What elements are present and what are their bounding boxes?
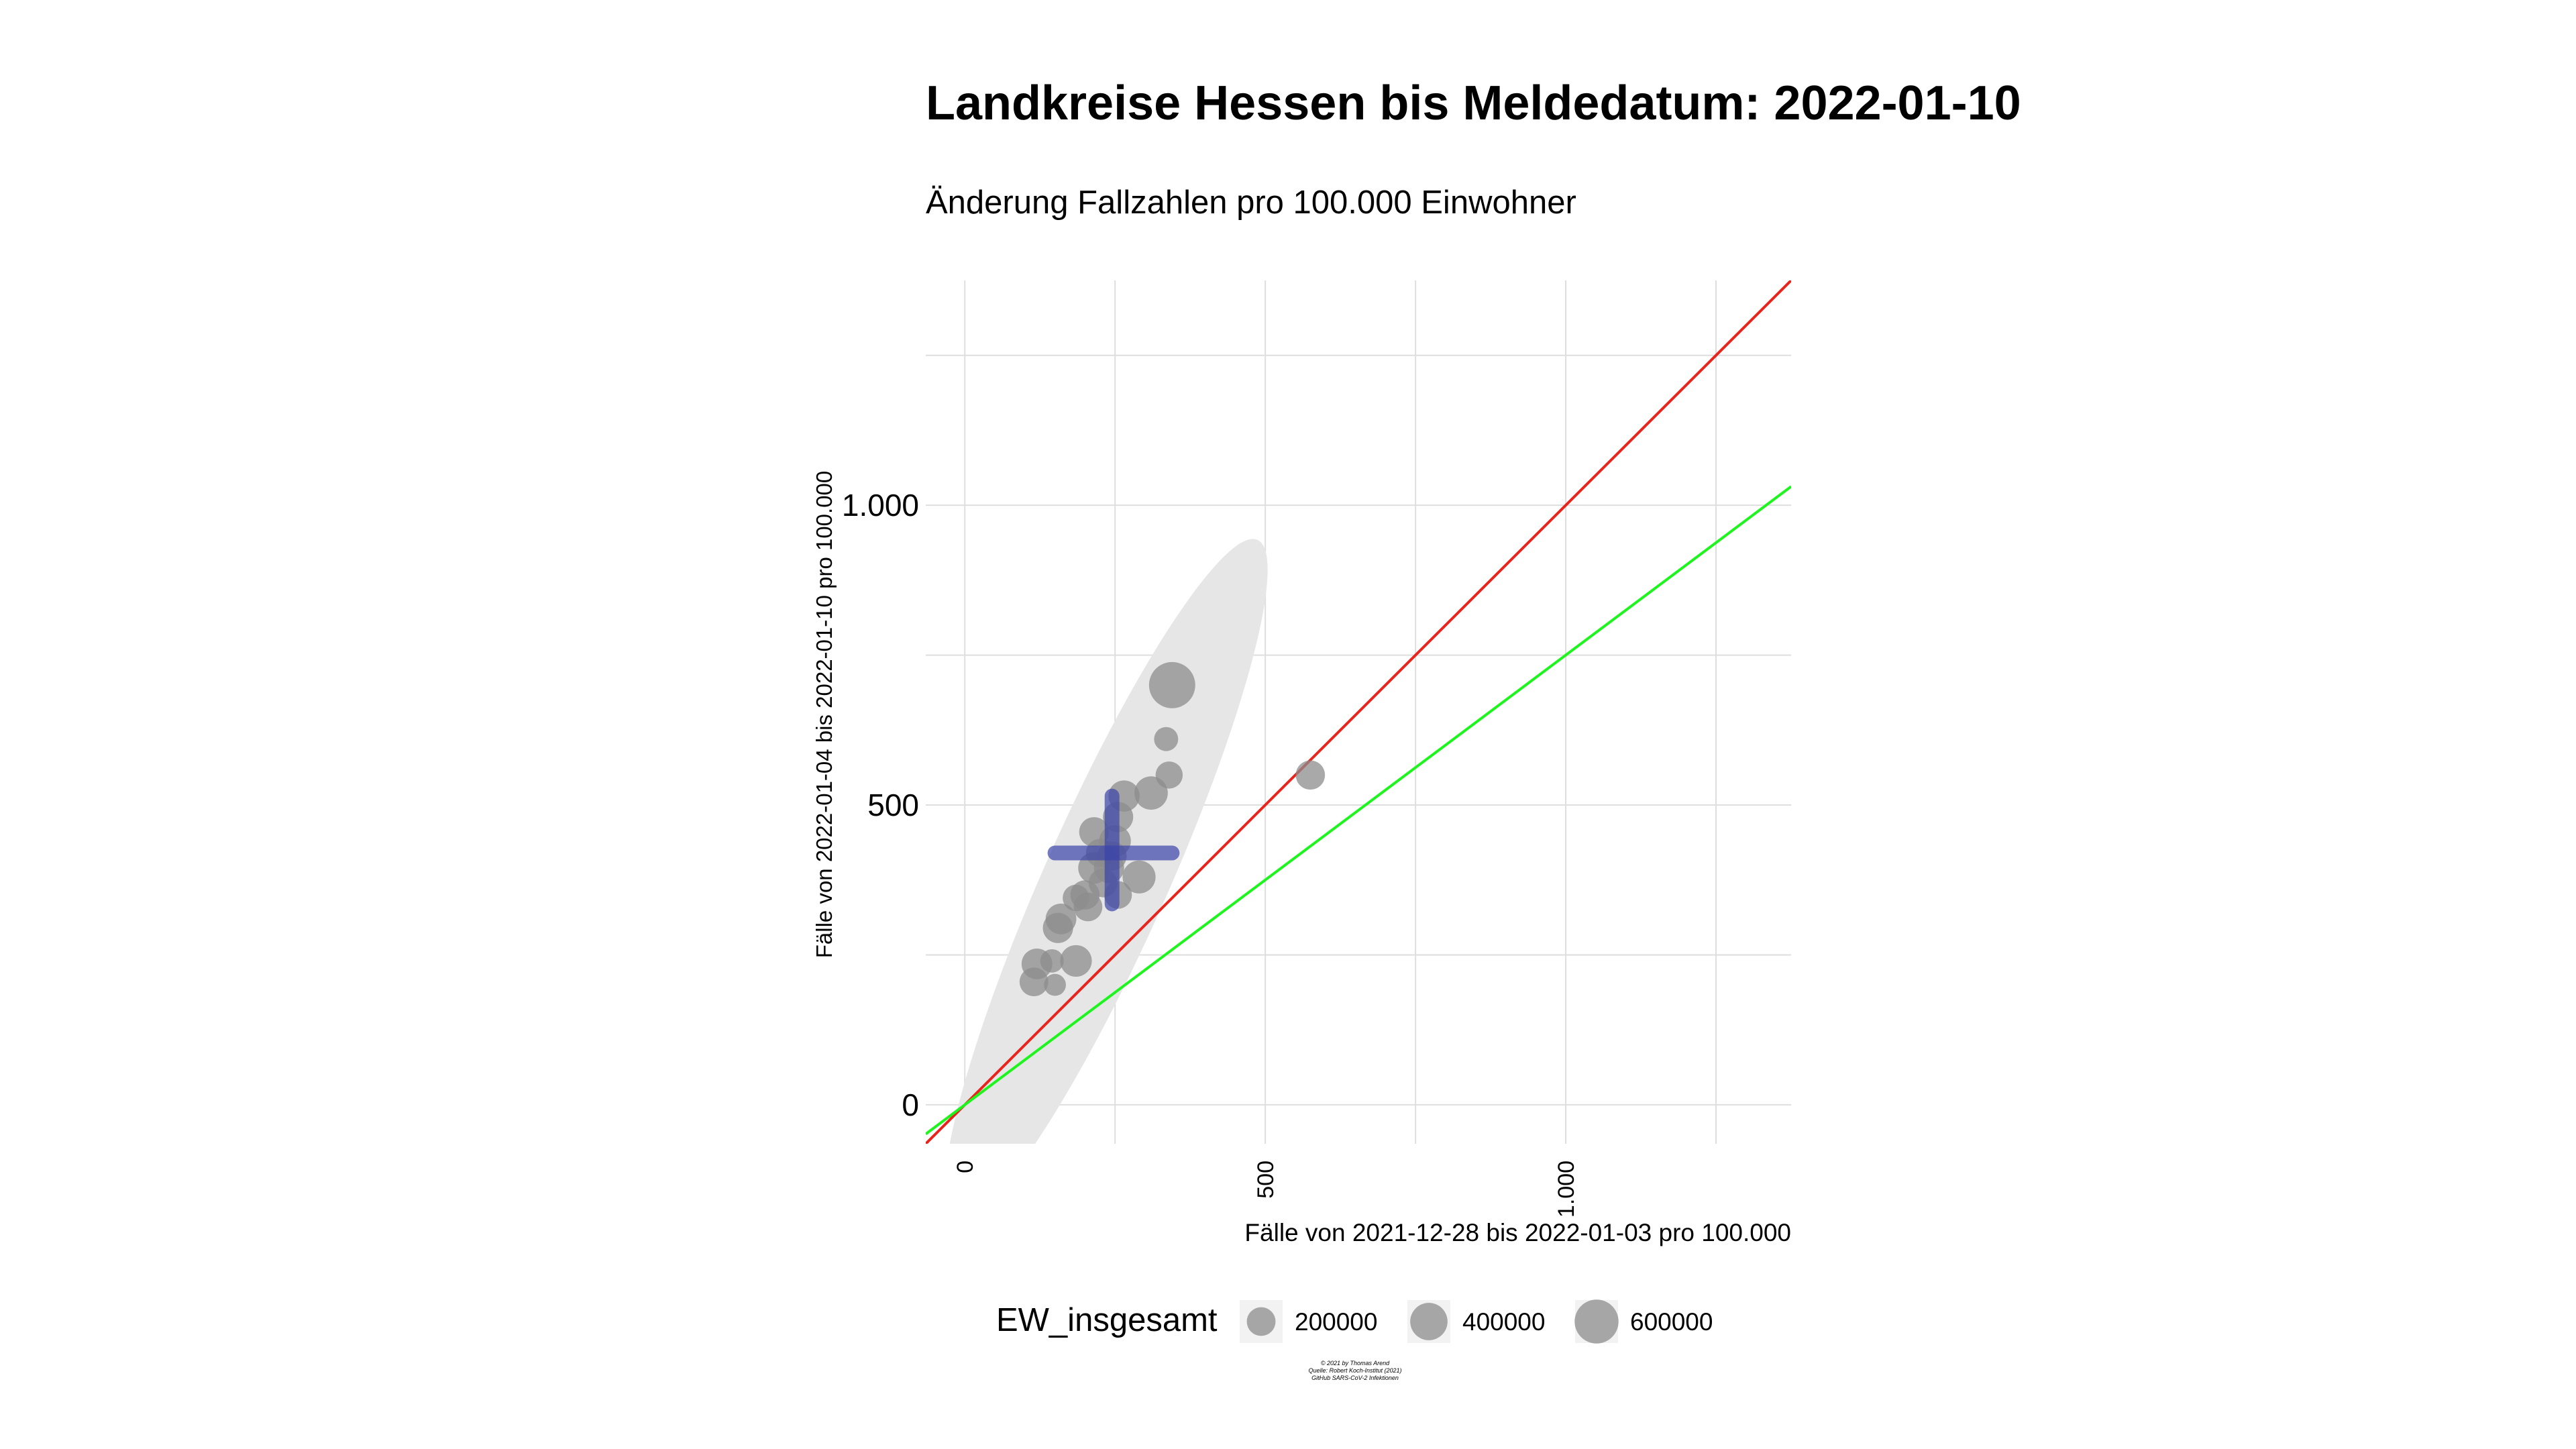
legend-item-label: 600000 [1630,1308,1713,1336]
data-point [1060,945,1092,977]
y-tick-label: 1.000 [842,488,919,523]
legend-key-symbol [1574,1299,1619,1344]
legend-title: EW_insgesamt [996,1302,1218,1338]
legend-key-symbol [1410,1303,1448,1340]
caption: © 2021 by Thomas Arend Quelle: Robert Ko… [1308,1360,1401,1381]
legend-item: 200000 [1240,1300,1377,1343]
x-tick-label: 500 [1253,1161,1279,1199]
mean-cross [1047,788,1180,912]
legend-item: 400000 [1407,1300,1545,1343]
data-point [1295,760,1326,790]
data-point [1148,661,1195,708]
x-axis-tick-labels: 0 500 1.000 [953,1161,1579,1218]
reference-lines [926,280,1791,1144]
legend-item-label: 200000 [1295,1308,1377,1336]
y-tick-label: 0 [902,1087,919,1122]
x-tick-label: 1.000 [1554,1161,1579,1218]
caption-line-2: Quelle: Robert Koch-Institut (2021) [1308,1367,1401,1374]
data-point [1154,727,1179,751]
legend-item-label: 400000 [1462,1308,1545,1336]
y-axis-tick-labels: 0 500 1.000 [842,488,919,1122]
data-point [1122,860,1156,894]
y-tick-label: 500 [867,788,919,822]
data-point [1044,973,1066,996]
x-tick-label: 0 [953,1161,978,1173]
data-point [1040,949,1064,973]
chart-subtitle: Änderung Fallzahlen pro 100.000 Einwohne… [926,184,1576,221]
legend-key-symbol [1246,1307,1276,1336]
data-point [1134,776,1168,810]
data-point [1019,967,1049,997]
caption-line-1: © 2021 by Thomas Arend [1321,1360,1390,1366]
legend-item: 600000 [1574,1299,1713,1344]
reference-line-1 [926,280,1791,1144]
plot-panel [926,280,1791,1144]
x-axis-label: Fälle von 2021-12-28 bis 2022-01-03 pro … [1244,1219,1791,1246]
data-point [1042,912,1073,943]
data-points [1019,661,1326,997]
caption-line-3: GitHub SARS-CoV-2 Infektionen [1311,1375,1399,1381]
legend: EW_insgesamt 200000 400000 600000 [996,1299,1713,1344]
chart-title: Landkreise Hessen bis Meldedatum: 2022-0… [926,76,2021,130]
reference-line-2 [926,485,1791,1136]
grid [926,280,1791,1144]
data-point [1073,892,1103,922]
y-axis-label: Fälle von 2022-01-04 bis 2022-01-10 pro … [812,471,837,959]
